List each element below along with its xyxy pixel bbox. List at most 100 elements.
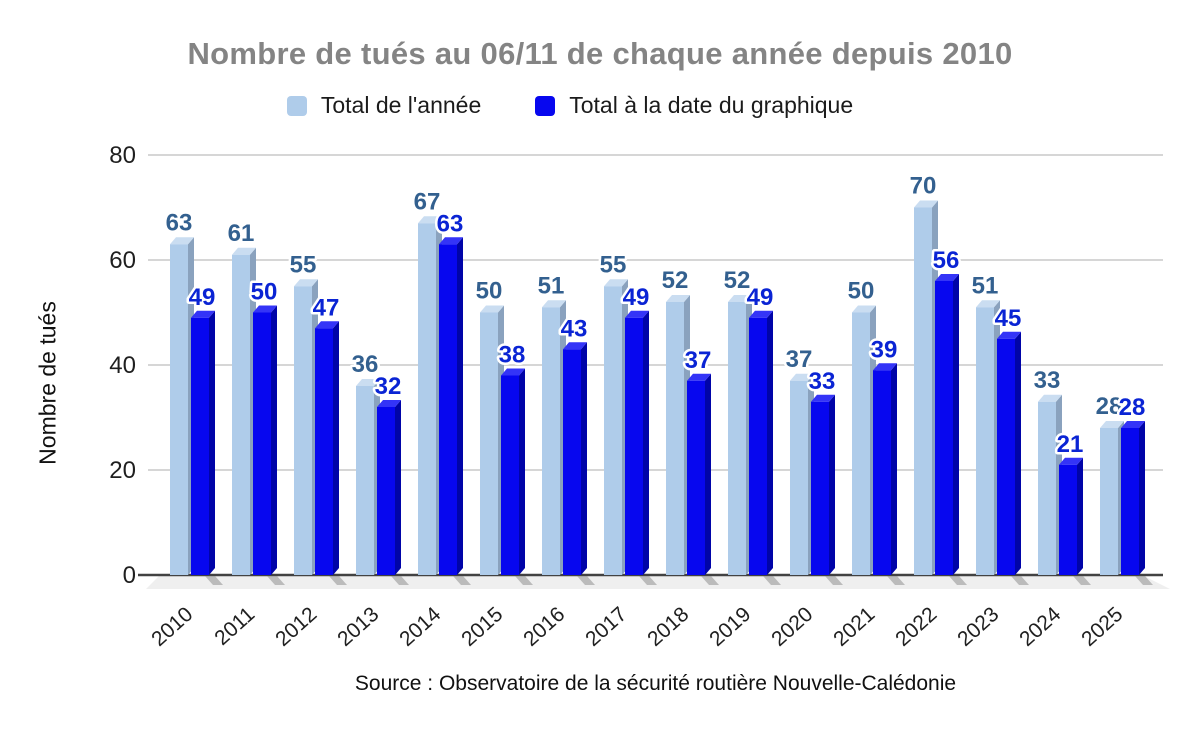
bar-to-date-2015-side	[519, 368, 525, 575]
bar-to-date-2017[interactable]	[625, 310, 649, 575]
bar-to-date-2020-side	[829, 394, 835, 575]
bar-to-date-2013[interactable]	[377, 400, 401, 575]
y-tick-label: 0	[123, 562, 136, 589]
bar-annual-total-2017-front	[604, 286, 622, 575]
bar-annual-total-2016-top	[542, 300, 566, 308]
y-axis-title: Nombre de tués	[34, 301, 61, 465]
bar-to-date-2024-top	[1059, 457, 1083, 465]
x-tick-label-2013: 2013	[333, 603, 383, 651]
bar-annual-total-2012-top	[294, 279, 318, 287]
bar-annual-total-2016-front	[542, 307, 560, 575]
value-label-annual-2015: 50	[476, 278, 503, 305]
x-tick-label-2014: 2014	[395, 602, 445, 651]
bar-annual-total-2017[interactable]	[604, 279, 628, 575]
bar-to-date-2020[interactable]	[811, 394, 835, 575]
bar-annual-total-2025[interactable]	[1100, 421, 1124, 575]
bar-shadow	[825, 576, 843, 585]
bar-shadow	[887, 576, 905, 585]
bar-to-date-2010-front	[191, 317, 209, 575]
bar-to-date-2021-front	[873, 370, 891, 575]
bar-to-date-2012-front	[315, 328, 333, 575]
bar-to-date-2016-side	[581, 342, 587, 575]
value-label-annual-2017: 55	[600, 251, 627, 278]
value-label-annual-2016: 51	[538, 272, 565, 299]
value-label-to-date-2012: 47	[313, 294, 340, 321]
value-label-to-date-2020: 33	[809, 368, 836, 395]
bar-to-date-2011-side	[271, 305, 277, 575]
legend-item-total-year[interactable]: Total de l'année	[286, 92, 481, 119]
bar-annual-total-2011-top	[232, 247, 256, 255]
bar-to-date-2015[interactable]	[501, 368, 525, 576]
bar-shadow	[639, 576, 657, 585]
bar-annual-total-2014[interactable]	[418, 216, 442, 575]
x-tick-label-2023: 2023	[953, 603, 1003, 651]
y-tick-label: 40	[109, 352, 136, 379]
bar-annual-total-2013-front	[356, 386, 374, 575]
bar-annual-total-2013[interactable]	[356, 379, 380, 575]
bar-to-date-2021[interactable]	[873, 363, 897, 575]
bar-to-date-2012[interactable]	[315, 321, 339, 575]
x-tick-label-2019: 2019	[705, 603, 755, 651]
value-label-to-date-2015: 38	[499, 342, 526, 369]
value-label-annual-2012: 55	[290, 251, 317, 278]
bar-to-date-2024-front	[1059, 464, 1077, 575]
bar-to-date-2019[interactable]	[749, 310, 773, 575]
legend-item-to-date[interactable]: Total à la date du graphique	[535, 92, 853, 119]
value-label-annual-2025: 28	[1096, 393, 1123, 420]
value-label-to-date-2014: 63	[437, 210, 464, 237]
y-tick-label: 20	[109, 457, 136, 484]
bar-to-date-2023[interactable]	[997, 331, 1021, 575]
bar-annual-total-2019[interactable]	[728, 295, 752, 575]
x-tick-label-2011: 2011	[210, 603, 259, 650]
value-label-annual-2010: 63	[166, 209, 193, 236]
bar-annual-total-2015-top	[480, 305, 504, 313]
bar-annual-total-2012[interactable]	[294, 279, 318, 575]
bar-to-date-2023-side	[1015, 331, 1021, 575]
value-label-to-date-2017: 49	[623, 284, 650, 311]
bar-to-date-2022[interactable]	[935, 274, 959, 575]
bar-to-date-2025[interactable]	[1121, 421, 1145, 575]
value-label-to-date-2019: 49	[747, 284, 774, 311]
bar-to-date-2011[interactable]	[253, 305, 277, 576]
bar-annual-total-2021-front	[852, 312, 870, 575]
bar-annual-total-2024[interactable]	[1038, 394, 1062, 575]
value-label-to-date-2013: 32	[375, 373, 402, 400]
bar-to-date-2018-top	[687, 373, 711, 381]
bar-annual-total-2010-top	[170, 237, 194, 245]
bar-to-date-2019-front	[749, 317, 767, 575]
bar-annual-total-2018[interactable]	[666, 295, 690, 575]
value-label-annual-2020: 37	[786, 346, 813, 373]
bar-annual-total-2012-front	[294, 286, 312, 575]
bar-to-date-2010-top	[191, 310, 215, 318]
bar-shadow	[205, 576, 223, 585]
bar-to-date-2013-side	[395, 400, 401, 575]
bar-shadow	[1073, 576, 1091, 585]
bar-to-date-2014-side	[457, 237, 463, 575]
x-tick-label-2015: 2015	[457, 603, 507, 651]
x-tick-label-2012: 2012	[271, 603, 321, 651]
bar-to-date-2014[interactable]	[439, 237, 463, 575]
value-label-annual-2021: 50	[848, 278, 875, 305]
bar-annual-total-2020[interactable]	[790, 373, 814, 575]
value-label-annual-2018: 52	[662, 267, 689, 294]
bar-to-date-2024[interactable]	[1059, 457, 1083, 575]
bar-annual-total-2019-front	[728, 302, 746, 575]
bar-to-date-2025-side	[1139, 421, 1145, 575]
value-label-annual-2011: 61	[228, 220, 255, 247]
bar-to-date-2015-front	[501, 375, 519, 575]
bar-annual-total-2021-top	[852, 305, 876, 313]
value-label-annual-2023: 51	[972, 272, 999, 299]
bar-annual-total-2024-top	[1038, 394, 1062, 402]
bar-annual-total-2023[interactable]	[976, 300, 1000, 575]
bar-annual-total-2013-top	[356, 379, 380, 386]
bar-to-date-2016[interactable]	[563, 342, 587, 575]
bar-to-date-2010[interactable]	[191, 310, 215, 575]
bar-annual-total-2025-top	[1100, 421, 1124, 428]
chart-title: Nombre de tués au 06/11 de chaque année …	[187, 36, 1013, 71]
bar-shadow	[1135, 576, 1153, 585]
y-tick-label: 80	[109, 142, 136, 169]
bar-to-date-2018[interactable]	[687, 373, 711, 575]
bar-annual-total-2014-top	[418, 216, 442, 224]
value-label-to-date-2024: 21	[1057, 431, 1084, 458]
